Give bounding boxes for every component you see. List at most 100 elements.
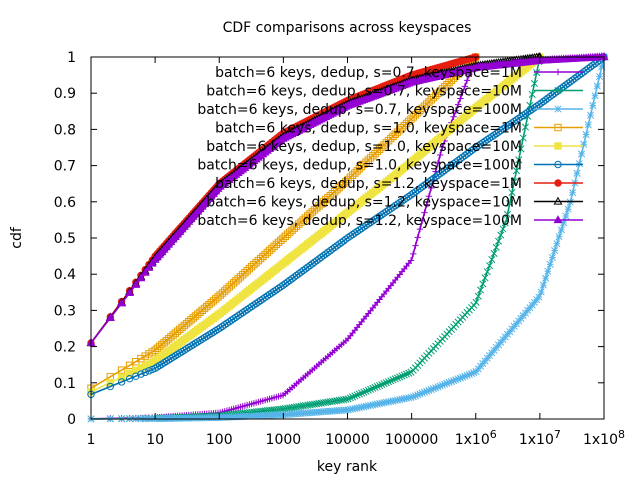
data-point	[510, 178, 518, 186]
data-point	[387, 134, 395, 143]
x-tick-exponent: 8	[618, 428, 625, 441]
data-point	[398, 124, 406, 132]
data-point	[147, 258, 157, 267]
legend-label: batch=6 keys, dedup, s=0.7, keyspace=1M	[215, 65, 522, 81]
data-point	[409, 393, 417, 401]
data-point	[427, 96, 435, 104]
data-point	[436, 87, 444, 95]
data-point	[416, 106, 424, 115]
data-point	[256, 254, 265, 263]
data-point	[393, 374, 402, 382]
y-axis-label: cdf	[9, 226, 25, 249]
data-point	[400, 371, 408, 379]
data-point	[450, 113, 457, 120]
data-point	[283, 230, 292, 238]
data-point	[369, 152, 377, 160]
data-point	[333, 185, 341, 194]
data-point	[384, 378, 393, 386]
plot-lines	[86, 52, 609, 423]
data-point	[378, 381, 386, 389]
legend-marker	[554, 68, 562, 76]
data-point	[268, 244, 276, 253]
data-point	[207, 299, 215, 307]
data-point	[593, 82, 601, 90]
data-point	[310, 206, 319, 214]
data-point	[416, 390, 424, 398]
data-point	[137, 370, 145, 378]
data-point	[425, 98, 433, 106]
data-point	[436, 151, 444, 159]
data-point	[342, 177, 350, 186]
data-point	[292, 222, 301, 230]
series-4	[87, 53, 480, 392]
data-point	[209, 297, 218, 305]
data-point	[521, 123, 530, 131]
data-point	[164, 335, 173, 343]
data-point	[136, 273, 146, 282]
data-point	[418, 389, 426, 397]
data-point	[106, 382, 115, 391]
data-point	[330, 187, 339, 196]
data-point	[263, 248, 272, 257]
data-point	[353, 167, 361, 175]
data-point	[391, 375, 399, 383]
data-point	[205, 300, 213, 309]
data-point	[580, 140, 588, 148]
data-point	[290, 224, 298, 232]
data-point	[355, 164, 364, 173]
data-point	[317, 200, 325, 208]
data-point	[454, 375, 462, 383]
data-point	[131, 279, 141, 288]
data-point	[481, 274, 489, 282]
data-point	[236, 273, 245, 281]
series-markers	[87, 53, 480, 392]
data-point	[463, 371, 471, 379]
data-point	[569, 189, 577, 197]
data-point	[144, 262, 154, 271]
y-tick-label: 0.8	[54, 122, 76, 138]
legend-label: batch=6 keys, dedup, s=1.0, keyspace=100…	[197, 158, 522, 174]
y-tick-label: 0.1	[54, 376, 76, 392]
legend-label: batch=6 keys, dedup, s=1.0, keyspace=1M	[215, 121, 522, 137]
data-point	[400, 121, 408, 130]
data-point	[598, 63, 606, 71]
data-point	[137, 354, 145, 363]
data-point	[535, 293, 543, 301]
data-point	[158, 340, 166, 349]
data-point	[286, 228, 294, 236]
data-point	[169, 331, 177, 339]
data-point	[259, 252, 267, 261]
data-point	[512, 167, 521, 175]
data-point	[247, 262, 256, 271]
legend-label: batch=6 keys, dedup, s=1.2, keyspace=10M	[206, 195, 522, 211]
data-point	[490, 249, 498, 257]
data-point	[227, 281, 236, 289]
data-point	[423, 201, 430, 208]
data-point	[234, 275, 242, 283]
data-point	[355, 390, 363, 398]
y-tick-label: 0.5	[54, 231, 76, 247]
data-point	[173, 327, 182, 335]
data-point	[459, 373, 467, 381]
data-point	[434, 160, 442, 167]
data-point	[589, 101, 597, 110]
data-point	[459, 89, 466, 96]
y-tick-label: 1	[67, 50, 76, 66]
data-point	[407, 393, 415, 401]
data-point	[436, 382, 444, 390]
data-point	[578, 150, 586, 158]
data-point	[218, 289, 227, 297]
data-point	[351, 169, 359, 177]
data-point	[557, 226, 565, 234]
data-point	[488, 255, 496, 264]
data-point	[288, 226, 296, 234]
data-point	[582, 130, 590, 139]
data-point	[468, 370, 476, 378]
data-point	[366, 154, 375, 162]
x-tick-exponent: 6	[490, 428, 497, 441]
data-point	[140, 267, 150, 276]
data-point	[420, 102, 429, 110]
data-point	[410, 250, 417, 258]
data-point	[335, 183, 343, 192]
data-point	[321, 196, 330, 204]
